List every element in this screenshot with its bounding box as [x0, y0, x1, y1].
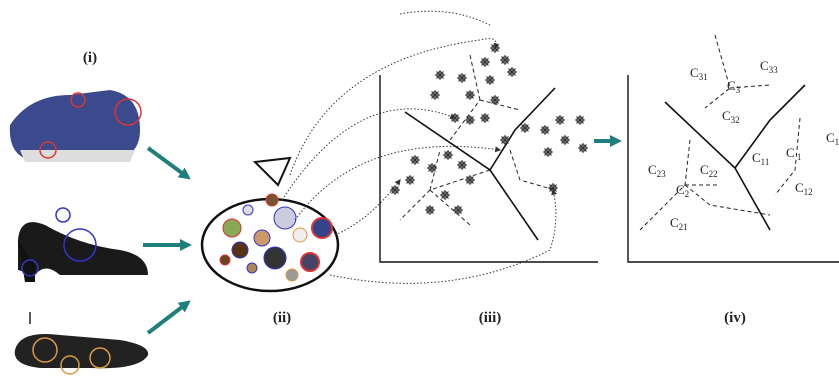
cluster-label: C 1 [786, 145, 801, 162]
cluster-sub: 1 [835, 137, 839, 147]
cluster-base: C [727, 78, 736, 93]
shoe-sneaker [10, 90, 141, 162]
cluster-base: C [795, 180, 804, 195]
cluster-sub: 2 [685, 189, 690, 199]
cluster-sub: 23 [657, 169, 667, 179]
cluster-sub: 3 [736, 85, 741, 95]
cluster-sub: 31 [699, 72, 708, 82]
cluster-label: C3 [727, 78, 741, 95]
cluster-base: C [676, 182, 685, 197]
cluster-label: C12 [795, 180, 813, 197]
cluster-label: C11 [752, 150, 769, 167]
panel-label: (ii) [273, 310, 291, 326]
cluster-sub: 1 [795, 152, 802, 162]
cluster-label: C21 [670, 215, 688, 232]
panel-label: (i) [83, 50, 97, 66]
feature-space [380, 43, 598, 262]
cluster-label: C1 [826, 130, 839, 147]
cluster-base: C [826, 130, 835, 145]
shoe-heel [18, 208, 148, 282]
cluster-base: C [700, 162, 709, 177]
cluster-base: C [752, 150, 761, 165]
cluster-base: C [760, 58, 769, 73]
shoe-sole [15, 334, 148, 374]
cluster-label: C32 [722, 108, 740, 125]
cluster-label: C23 [648, 162, 666, 179]
cluster-label: C33 [760, 58, 778, 75]
cluster-sub: 32 [731, 115, 740, 125]
cluster-label: C31 [690, 65, 708, 82]
panel-label: (iii) [479, 310, 502, 326]
cluster-base: C [690, 65, 699, 80]
cluster-base: C [786, 145, 795, 160]
cluster-sub: 22 [709, 169, 718, 179]
panel-label: (iv) [724, 310, 746, 326]
cluster-sub: 11 [761, 157, 770, 167]
cluster-base: C [722, 108, 731, 123]
diagram: (i)(ii)(iii)(iv)C31C3C33C32C23C22C11C 1C… [0, 0, 839, 378]
cluster-base: C [648, 162, 657, 177]
cluster-sub: 33 [769, 65, 779, 75]
cluster-space [628, 35, 839, 262]
cluster-base: C [670, 215, 679, 230]
cluster-sub: 21 [679, 222, 688, 232]
cluster-label: C22 [700, 162, 718, 179]
cluster-sub: 12 [804, 187, 813, 197]
feature-bag [202, 158, 338, 291]
